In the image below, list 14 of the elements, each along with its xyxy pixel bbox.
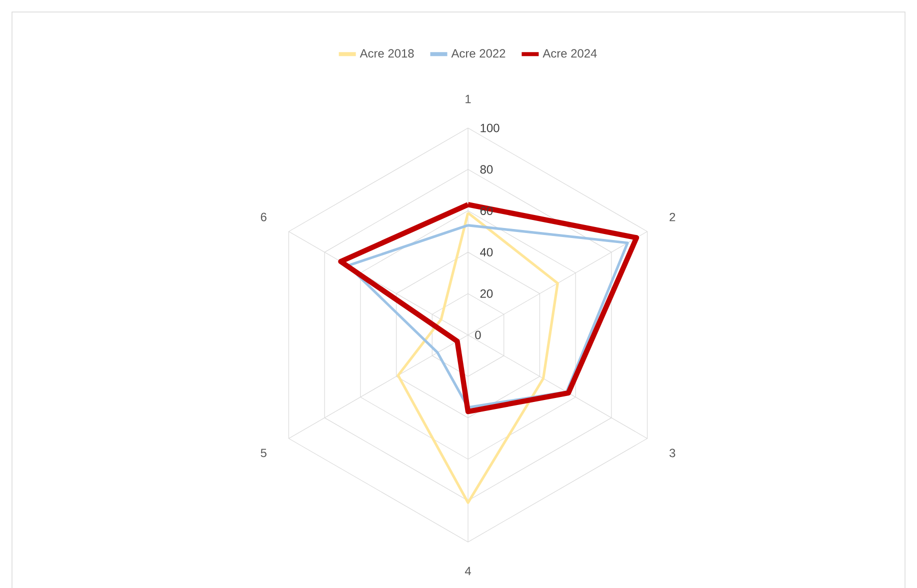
- spoke-label: 3: [670, 448, 676, 458]
- spoke-label: 4: [464, 566, 471, 575]
- y-tick-label: 80: [480, 164, 493, 174]
- legend-label: Acre 2024: [542, 48, 597, 58]
- y-tick-label: 0: [475, 330, 481, 340]
- legend-label: Acre 2022: [451, 48, 506, 58]
- y-tick-label: 100: [480, 124, 500, 132]
- legend-label: Acre 2018: [360, 48, 414, 58]
- y-tick-label: 20: [480, 289, 493, 298]
- spoke-label: 1: [466, 94, 471, 103]
- y-tick-label: 40: [480, 248, 493, 256]
- spoke-label: 5: [260, 448, 266, 457]
- spoke-label: 6: [260, 212, 266, 222]
- spoke-label: 2: [670, 212, 676, 221]
